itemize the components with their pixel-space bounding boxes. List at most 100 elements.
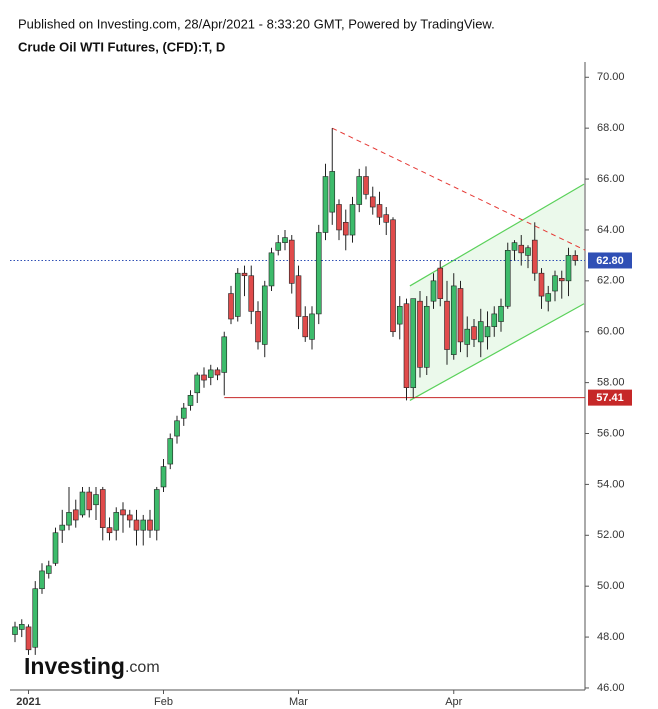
y-tick-label: 54.00 [597, 478, 625, 490]
y-tick-label: 46.00 [597, 682, 625, 694]
candle-body [160, 466, 167, 488]
candle-body [241, 272, 248, 277]
candle-body [99, 489, 106, 528]
candle-body [329, 171, 336, 213]
y-tick-label: 66.00 [597, 173, 625, 185]
candle-body [498, 305, 504, 322]
candle-body [450, 285, 457, 355]
candle-body [120, 509, 126, 516]
candle-body [275, 242, 282, 251]
candle-body [484, 326, 491, 338]
candle-body [342, 222, 349, 236]
candle-body [133, 519, 140, 531]
candle-body [403, 303, 410, 389]
candle-body [457, 288, 464, 343]
candle-body [234, 272, 241, 317]
candle-body [369, 196, 376, 208]
candle-body [396, 305, 403, 325]
candle-body [18, 624, 25, 630]
channel-lower [409, 303, 585, 401]
candle-body [444, 300, 450, 350]
candle-body [477, 321, 484, 343]
candle-body [261, 285, 268, 345]
candle-body [572, 255, 579, 261]
chart-title: Crude Oil WTI Futures, (CFD):T, D [18, 39, 225, 54]
y-tick-label: 62.00 [597, 275, 625, 287]
candle-body [207, 369, 214, 378]
candle-body [558, 277, 565, 282]
candle-body [315, 232, 322, 315]
candle-body [39, 570, 45, 590]
candle-body [410, 298, 417, 389]
candle-body [72, 509, 79, 521]
candle-body [147, 519, 153, 531]
candle-body [545, 293, 552, 302]
price-label: 62.80 [596, 255, 624, 267]
candle-body [187, 395, 194, 406]
candle-body [383, 214, 390, 223]
candle-body [59, 524, 66, 531]
candle-body [288, 239, 295, 284]
x-tick-label: Mar [289, 696, 308, 708]
price-label-box [588, 389, 632, 406]
candle-body [430, 280, 437, 302]
candle-body [336, 204, 342, 231]
candle-body [511, 242, 518, 251]
y-tick-label: 48.00 [597, 631, 625, 643]
x-tick-label: Feb [154, 696, 173, 708]
candle-body [66, 512, 72, 526]
candle-body [126, 514, 133, 521]
candle-body [282, 237, 288, 243]
price-label: 57.41 [596, 392, 624, 404]
y-tick-label: 64.00 [597, 224, 625, 236]
candle-body [302, 316, 309, 338]
price-label-box [588, 252, 632, 269]
candle-body [113, 512, 120, 531]
candle-body [153, 489, 160, 531]
candle-body [106, 527, 113, 534]
candle-body [565, 255, 572, 282]
candle-body [552, 275, 558, 292]
candle-body [538, 272, 545, 297]
candle-body [390, 219, 396, 333]
logo: Investing.com [24, 653, 160, 679]
x-tick-label: 2021 [16, 696, 40, 708]
y-tick-label: 52.00 [597, 529, 625, 541]
candle-body [214, 369, 221, 376]
candle-body [167, 438, 174, 465]
candle-body [228, 293, 234, 320]
candle-body [322, 176, 329, 233]
candle-body [363, 176, 369, 195]
candle-body [491, 313, 498, 327]
candle-body [471, 326, 477, 340]
candle-body [52, 532, 59, 564]
candle-body [423, 305, 430, 368]
header: Published on Investing.com, 28/Apr/2021 … [18, 16, 495, 31]
candle-body [268, 252, 275, 287]
y-tick-label: 58.00 [597, 377, 625, 389]
candle-body [376, 204, 383, 218]
candle-body [32, 588, 39, 648]
candle-body [221, 336, 228, 373]
y-tick-label: 56.00 [597, 427, 625, 439]
candle-body [174, 420, 180, 437]
y-tick-label: 50.00 [597, 580, 625, 592]
candle-body [25, 626, 32, 651]
candle-body [194, 374, 201, 394]
candle-body [248, 275, 255, 312]
candle-body [201, 374, 207, 381]
candle-body [504, 249, 511, 307]
candle-body [180, 407, 187, 419]
logo-suffix: .com [125, 659, 160, 676]
trend-line [332, 127, 586, 251]
candle-body [309, 313, 315, 340]
candle-body [86, 491, 93, 511]
candle-body [525, 247, 531, 256]
candle-body [417, 300, 423, 368]
y-tick-label: 68.00 [597, 122, 625, 134]
candle-body [255, 311, 261, 343]
y-tick-label: 70.00 [597, 71, 625, 83]
y-tick-label: 60.00 [597, 326, 625, 338]
candle-body [349, 204, 356, 236]
